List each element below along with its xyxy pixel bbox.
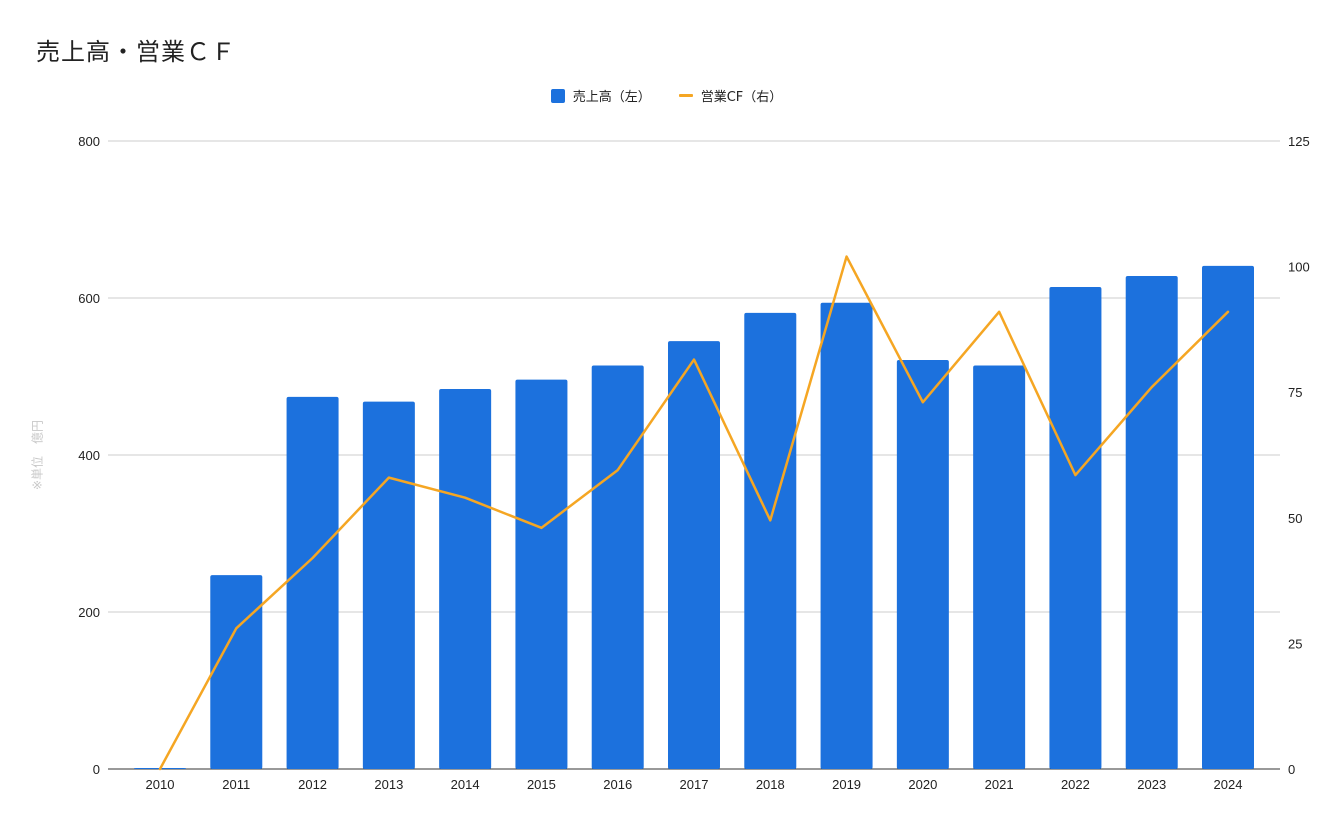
y-left-tick-label: 200	[78, 605, 100, 620]
bar	[896, 360, 949, 769]
x-tick-label: 2023	[1137, 777, 1166, 792]
x-tick-label: 2013	[374, 777, 403, 792]
bar	[1049, 287, 1102, 769]
x-tick-label: 2011	[222, 777, 250, 792]
y-right-tick-label: 0	[1288, 762, 1295, 777]
bar	[286, 396, 339, 769]
x-tick-label: 2024	[1214, 777, 1243, 792]
x-tick-label: 2020	[908, 777, 937, 792]
y-left-tick-label: 600	[78, 291, 100, 306]
x-tick-label: 2019	[832, 777, 861, 792]
x-tick-label: 2014	[451, 777, 480, 792]
y-left-tick-label: 400	[78, 448, 100, 463]
legend-label-operating-cf: 営業CF（右）	[700, 90, 783, 105]
bar	[744, 312, 797, 769]
x-tick-label: 2018	[756, 777, 785, 792]
y-left-tick-label: 800	[78, 134, 100, 149]
bar	[591, 365, 644, 769]
y-right-tick-label: 25	[1288, 636, 1302, 651]
bar	[515, 379, 568, 769]
chart-title: 売上高・営業ＣＦ	[36, 38, 236, 66]
bar	[362, 401, 415, 769]
bar	[439, 389, 492, 769]
bar	[210, 575, 263, 769]
x-tick-label: 2012	[298, 777, 327, 792]
legend-label-sales: 売上高（左）	[572, 90, 651, 105]
legend-swatch-operating-cf	[678, 94, 693, 97]
bar	[973, 365, 1026, 769]
y-right-tick-label: 125	[1288, 134, 1310, 149]
legend-item-sales[interactable]: 売上高（左）	[550, 86, 651, 105]
x-tick-label: 2010	[146, 777, 175, 792]
bar	[820, 302, 873, 769]
y-right-tick-label: 100	[1288, 260, 1310, 275]
y-right-tick-label: 50	[1288, 511, 1302, 526]
x-tick-label: 2022	[1061, 777, 1090, 792]
x-tick-label: 2016	[603, 777, 632, 792]
x-tick-label: 2015	[527, 777, 556, 792]
bar	[1125, 276, 1178, 769]
y-right-tick-label: 75	[1288, 385, 1302, 400]
bar	[1202, 265, 1254, 769]
legend-item-operating-cf[interactable]: 営業CF（右）	[678, 86, 783, 105]
x-tick-label: 2021	[985, 777, 1014, 792]
legend: 売上高（左） 営業CF（右）	[0, 86, 1333, 105]
y-left-tick-label: 0	[93, 762, 100, 777]
x-tick-label: 2017	[680, 777, 709, 792]
bar	[668, 341, 720, 769]
legend-swatch-sales	[550, 88, 565, 103]
